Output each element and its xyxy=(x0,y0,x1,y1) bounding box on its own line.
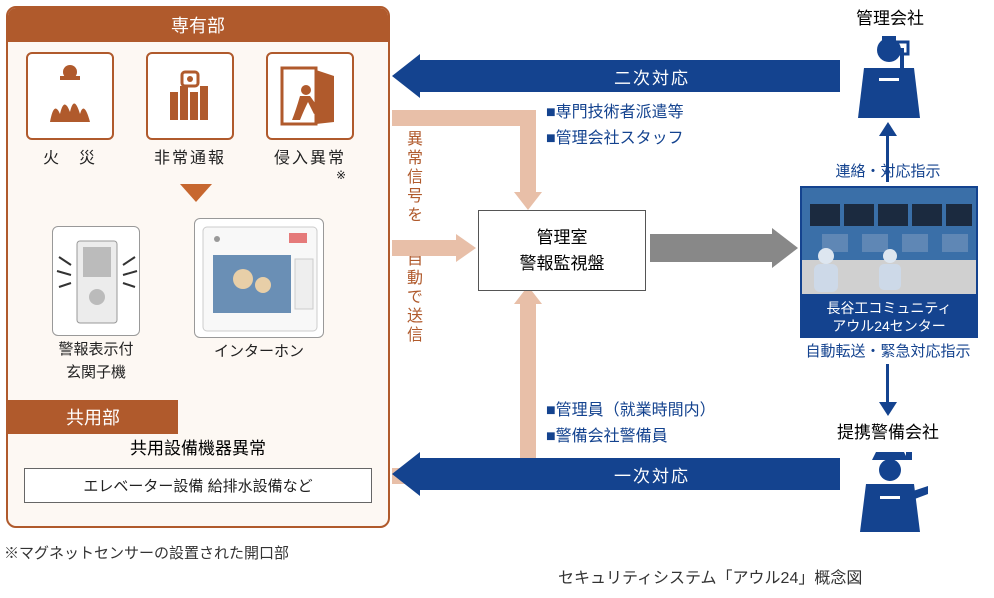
diagram-canvas: 専有部 火 災 xyxy=(0,0,994,598)
monitoring-center-photo xyxy=(800,186,978,296)
control-room-line1: 管理室 xyxy=(479,225,645,251)
entry-unit-icon xyxy=(52,226,140,336)
secondary-bullet-1: ■専門技術者派遣等 xyxy=(546,100,684,126)
entry-unit-label1: 警報表示付 xyxy=(52,338,140,359)
emergency-label: 非常通報 xyxy=(146,144,234,168)
control-room-box: 管理室 警報監視盤 xyxy=(478,210,646,291)
secondary-bullet-2: ■管理会社スタッフ xyxy=(546,126,684,152)
worker-icon xyxy=(844,28,934,118)
gray-arrow-head xyxy=(772,228,798,268)
intrusion-label: 侵入異常※ xyxy=(266,144,354,168)
gray-arrow-body xyxy=(650,234,774,262)
device-intercom-wrap: インターホン xyxy=(194,218,324,361)
intercom-icon xyxy=(194,218,324,338)
fire-label: 火 災 xyxy=(26,144,114,168)
brown-path-top-v xyxy=(520,110,536,194)
relay-arrow-up xyxy=(879,122,897,136)
left-panel: 専有部 火 災 xyxy=(6,6,390,528)
icon-fire-wrap: 火 災 xyxy=(26,52,114,168)
common-equip-title: 共用設備機器異常 xyxy=(8,434,388,459)
auto-arrow-down xyxy=(879,402,897,416)
vlabel-signal-2: 自動で送信 xyxy=(400,250,424,345)
center-photo-wrap: 長谷工コミュニティアウル24センター xyxy=(800,186,978,338)
control-room-line2: 警報監視盤 xyxy=(479,251,645,277)
secondary-arrow-head xyxy=(392,54,420,98)
arrow-down-icon xyxy=(180,184,212,202)
primary-arrow-head xyxy=(392,452,420,496)
brown-path-mid xyxy=(392,240,458,256)
vlabel-signal-1: 異常信号を xyxy=(400,130,424,225)
footnote-right: セキュリティシステム「アウル24」概念図 xyxy=(558,564,862,588)
center-caption: 長谷工コミュニティアウル24センター xyxy=(800,296,978,338)
icon-emergency-wrap: 非常通報 xyxy=(146,52,234,168)
mgmt-company-label: 管理会社 xyxy=(820,4,960,29)
intercom-label: インターホン xyxy=(194,340,324,361)
equipment-box: エレベーター設備 給排水設備など xyxy=(24,468,372,503)
icon-intrusion-wrap: 侵入異常※ xyxy=(266,52,354,182)
brown-path-top-h xyxy=(392,110,536,126)
intrusion-icon xyxy=(266,52,354,140)
primary-bullet-1: ■管理員（就業時間内） xyxy=(546,398,716,424)
header-private: 専有部 xyxy=(8,8,388,42)
relay-label: 連絡・対応指示 xyxy=(800,160,976,181)
auto-line xyxy=(886,364,889,404)
brown-path-bot-v xyxy=(520,302,536,484)
brown-arrow-down xyxy=(514,192,542,210)
secondary-arrow-label: 二次対応 xyxy=(614,64,690,89)
primary-bullet-2: ■警備会社警備員 xyxy=(546,424,668,450)
brown-arrow-right xyxy=(456,234,476,262)
entry-unit-label2: 玄関子機 xyxy=(52,361,140,382)
auto-transfer-label: 自動転送・緊急対応指示 xyxy=(788,340,988,361)
security-partner-label: 提携警備会社 xyxy=(808,418,968,443)
guard-icon xyxy=(848,442,932,532)
primary-arrow-label: 一次対応 xyxy=(614,462,690,487)
device-entry-wrap: 警報表示付 玄関子機 xyxy=(52,226,140,382)
fire-icon xyxy=(26,52,114,140)
emergency-icon xyxy=(146,52,234,140)
footnote-left: ※マグネットセンサーの設置された開口部 xyxy=(4,542,289,563)
header-common: 共用部 xyxy=(8,400,178,434)
